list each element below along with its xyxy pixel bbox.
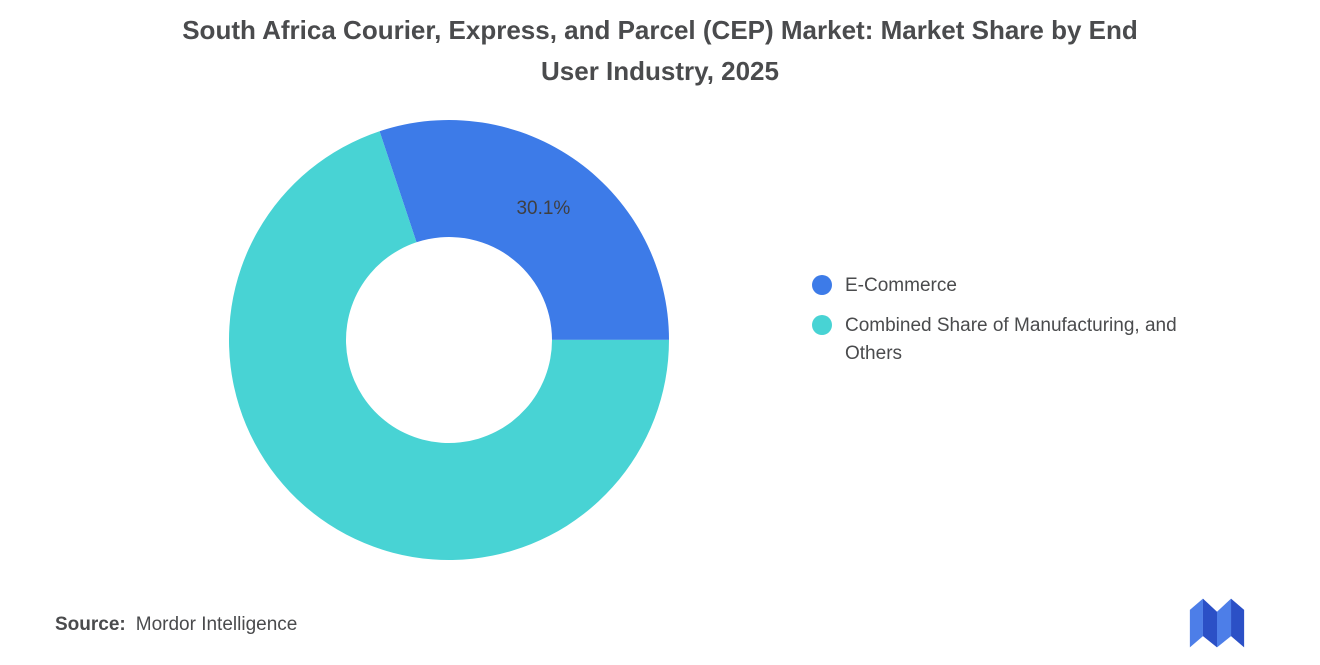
- donut-slice-e-commerce[interactable]: [379, 120, 669, 340]
- slice-data-label: 30.1%: [516, 198, 570, 219]
- legend: E-Commerce Combined Share of Manufacturi…: [812, 272, 1215, 368]
- donut-chart: 30.1%: [229, 120, 670, 561]
- logo-shape-1: [1189, 598, 1203, 648]
- legend-label-e-commerce: E-Commerce: [845, 275, 957, 296]
- legend-label-manufacturing-others: Combined Share of Manufacturing, and Oth…: [845, 315, 1177, 364]
- logo-shape-2: [1202, 598, 1217, 648]
- source-value: Mordor Intelligence: [135, 614, 298, 635]
- logo-shape-3: [1217, 598, 1232, 648]
- logo-shape-4: [1231, 598, 1245, 648]
- legend-swatch-manufacturing-others: [812, 315, 832, 335]
- legend-swatch-e-commerce: [812, 275, 832, 295]
- chart-title: South Africa Courier, Express, and Parce…: [0, 10, 1320, 92]
- chart-title-line2: User Industry, 2025: [541, 56, 779, 86]
- source-line: Source: Mordor Intelligence: [55, 614, 297, 636]
- legend-item-e-commerce[interactable]: E-Commerce: [812, 272, 1215, 300]
- donut-slice-combined-share-of-manufacturing-and-others[interactable]: [229, 131, 670, 561]
- source-label: Source:: [55, 614, 126, 635]
- mordor-intelligence-logo: [1189, 598, 1245, 648]
- legend-item-manufacturing-others[interactable]: Combined Share of Manufacturing, and Oth…: [812, 312, 1215, 368]
- chart-title-line1: South Africa Courier, Express, and Parce…: [182, 15, 1138, 45]
